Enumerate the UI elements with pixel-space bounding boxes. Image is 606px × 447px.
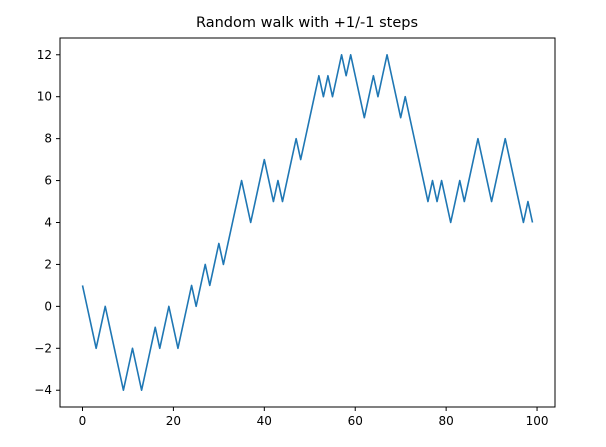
y-tick-label: −2 — [34, 341, 52, 355]
y-tick-label: 4 — [44, 216, 52, 230]
x-axis: 0 20 40 60 80 100 — [79, 407, 549, 428]
y-tick-label: 2 — [44, 257, 52, 271]
series-line-0 — [81, 53, 534, 392]
y-tick-label: 8 — [44, 132, 52, 146]
y-tick-label: 0 — [44, 299, 52, 313]
y-axis: −4 −2 0 2 4 6 8 10 12 — [34, 48, 60, 397]
x-tick-label: 0 — [79, 414, 87, 428]
plot-area — [81, 53, 534, 392]
y-tick-label: 12 — [37, 48, 52, 62]
y-tick-label: 6 — [44, 174, 52, 188]
x-tick-label: 40 — [257, 414, 272, 428]
x-tick-label: 20 — [166, 414, 181, 428]
x-tick-label: 80 — [438, 414, 453, 428]
y-tick-label: −4 — [34, 383, 52, 397]
chart-title: Random walk with +1/-1 steps — [196, 15, 418, 31]
axes-frame — [59, 37, 556, 408]
x-tick-label: 100 — [526, 414, 549, 428]
y-tick-label: 10 — [37, 90, 52, 104]
x-tick-label: 60 — [348, 414, 363, 428]
